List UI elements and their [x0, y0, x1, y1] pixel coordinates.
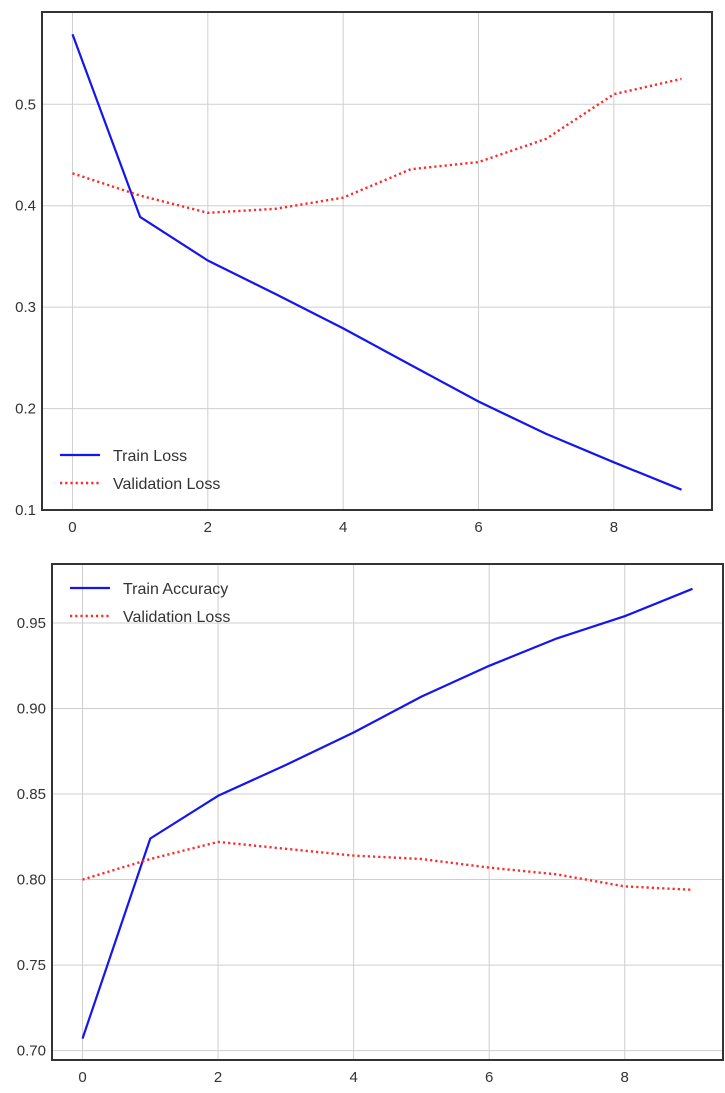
y-tick-label: 0.95: [17, 615, 46, 632]
x-tick-label: 2: [204, 519, 212, 535]
plot-area: [42, 12, 712, 510]
legend-label: Validation Loss: [123, 609, 230, 626]
series-line-2: [82, 840, 693, 891]
y-tick-label: 0.1: [15, 502, 36, 519]
legend-label: Train Accuracy: [123, 581, 228, 598]
y-tick-label: 0.75: [17, 957, 46, 974]
y-tick-label: 0.2: [15, 401, 36, 418]
x-tick-label: 4: [339, 519, 347, 535]
train-accuracy-chart: 0 2 4 6 8 0.70 0.75 0.80 0.85 0.90 0.95 Train Accur…: [17, 563, 724, 1086]
y-tick-label: 0.80: [17, 872, 46, 889]
x-tick-label: 8: [621, 1069, 629, 1086]
x-tick-label: 0: [68, 519, 76, 535]
y-tick-label: 0.90: [17, 701, 46, 718]
x-tick-label: 0: [78, 1069, 86, 1086]
y-tick-label: 0.4: [15, 198, 36, 215]
x-tick-label: 6: [474, 519, 482, 535]
series-line-2: [72, 77, 682, 215]
x-tick-label: 6: [485, 1069, 493, 1086]
y-tick-label: 0.85: [17, 786, 46, 803]
series-line-1: [71, 33, 682, 491]
plot-frame: [51, 563, 724, 1061]
plot-area: [52, 564, 723, 1060]
series-line-1: [81, 587, 693, 1039]
plot-frame: [41, 11, 713, 511]
legend-label: Train Loss: [113, 448, 187, 465]
legend-label: Validation Loss: [113, 476, 220, 493]
y-tick-label: 0.3: [15, 299, 36, 316]
y-tick-label: 0.5: [15, 96, 36, 113]
x-tick-label: 8: [610, 519, 618, 535]
train-loss-chart: 0 2 4 6 8 0.1 0.2 0.3 0.4 0.5 Train Loss Validation…: [15, 11, 713, 535]
x-tick-label: 4: [349, 1069, 357, 1086]
x-tick-label: 2: [214, 1069, 222, 1086]
y-tick-label: 0.70: [17, 1043, 46, 1060]
